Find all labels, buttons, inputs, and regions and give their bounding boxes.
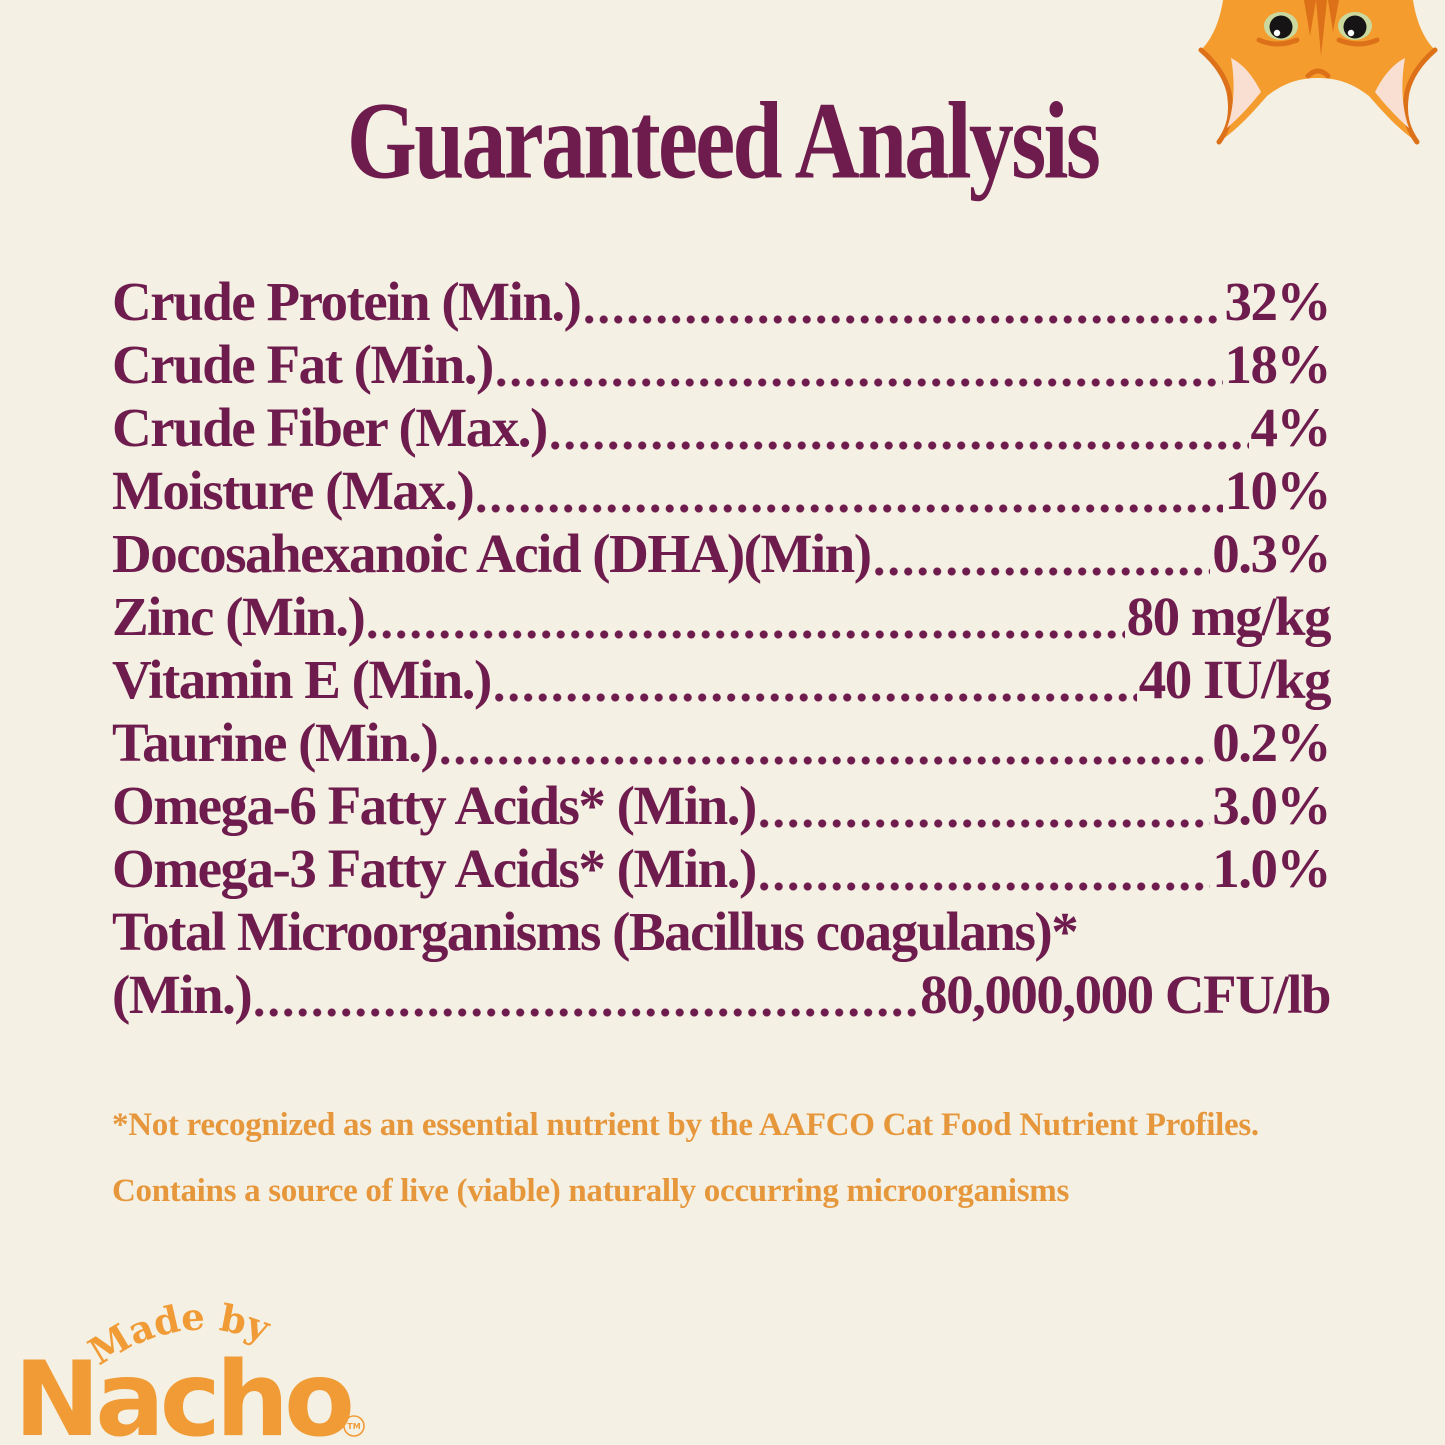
dot-leader — [477, 504, 1223, 513]
nutrient-name: Taurine (Min.) — [112, 712, 439, 773]
analysis-row: Moisture (Max.) 10% — [112, 459, 1332, 522]
dot-leader — [550, 441, 1249, 450]
logo-brand-text: Nacho — [14, 1340, 351, 1445]
nutrient-value: 10% — [1224, 460, 1332, 521]
nutrient-value: 1.0% — [1212, 838, 1331, 899]
cat-peek-icon — [1198, 0, 1438, 145]
analysis-row: (Min.) 80,000,000 CFU/lb — [112, 963, 1331, 1026]
analysis-row: Crude Fiber (Max.) 4% — [112, 396, 1332, 459]
analysis-row: Omega-3 Fatty Acids* (Min.) 1.0% — [112, 837, 1331, 900]
dot-leader — [759, 882, 1211, 891]
dot-leader — [441, 756, 1211, 765]
nutrient-value: 0.2% — [1212, 712, 1331, 773]
made-by-nacho-logo: Made by Nacho TM — [14, 1295, 365, 1445]
dot-leader — [255, 1008, 919, 1017]
nutrient-value: 4% — [1250, 397, 1332, 458]
nutrient-value: 18% — [1224, 334, 1332, 395]
nutrient-value: 40 IU/kg — [1138, 649, 1332, 710]
dot-leader — [496, 378, 1223, 387]
trademark-text: TM — [347, 1422, 360, 1431]
nutrient-name: Crude Fiber (Max.) — [112, 397, 548, 458]
nutrient-name: (Min.) — [112, 964, 253, 1025]
dot-leader — [759, 819, 1211, 828]
nutrient-name: Moisture (Max.) — [112, 460, 475, 521]
trademark-circle-icon — [343, 1415, 365, 1437]
dot-leader — [874, 567, 1211, 576]
nutrient-name: Crude Fat (Min.) — [112, 334, 494, 395]
dot-leader — [584, 315, 1223, 324]
analysis-row: Vitamin E (Min.) 40 IU/kg — [112, 648, 1332, 711]
nutrient-name: Zinc (Min.) — [112, 586, 366, 647]
nutrient-value: 32% — [1224, 271, 1332, 332]
dot-leader — [368, 630, 1125, 639]
analysis-row: Total Microorganisms (Bacillus coagulans… — [112, 900, 1330, 963]
analysis-list: Crude Protein (Min.) 32% Crude Fat (Min.… — [112, 270, 1332, 1026]
nutrient-value: 80,000,000 CFU/lb — [920, 964, 1331, 1025]
analysis-row: Docosahexanoic Acid (DHA)(Min) 0.3% — [112, 522, 1331, 585]
footnote-line-2: Contains a source of live (viable) natur… — [112, 1173, 1070, 1209]
analysis-row: Taurine (Min.) 0.2% — [112, 711, 1331, 774]
nutrient-value: 80 mg/kg — [1126, 586, 1332, 647]
analysis-row: Crude Fat (Min.) 18% — [112, 333, 1332, 396]
dot-leader — [494, 693, 1137, 702]
nutrient-name: Total Microorganisms (Bacillus coagulans… — [112, 901, 1079, 962]
footnote: *Not recognized as an essential nutrient… — [112, 1092, 1405, 1224]
nutrient-name: Omega-3 Fatty Acids* (Min.) — [112, 838, 757, 899]
analysis-row: Crude Protein (Min.) 32% — [112, 270, 1332, 333]
nutrient-value: 3.0% — [1212, 775, 1331, 836]
nutrient-name: Docosahexanoic Acid (DHA)(Min) — [112, 523, 872, 584]
nutrient-name: Crude Protein (Min.) — [112, 271, 582, 332]
analysis-row: Zinc (Min.) 80 mg/kg — [112, 585, 1332, 648]
nutrient-name: Omega-6 Fatty Acids* (Min.) — [112, 775, 757, 836]
nutrient-name: Vitamin E (Min.) — [112, 649, 492, 710]
footnote-line-1: *Not recognized as an essential nutrient… — [112, 1107, 1259, 1143]
page-title: Guaranteed Analysis — [346, 79, 1101, 202]
nutrient-value: 0.3% — [1212, 523, 1331, 584]
analysis-row: Omega-6 Fatty Acids* (Min.) 3.0% — [112, 774, 1331, 837]
